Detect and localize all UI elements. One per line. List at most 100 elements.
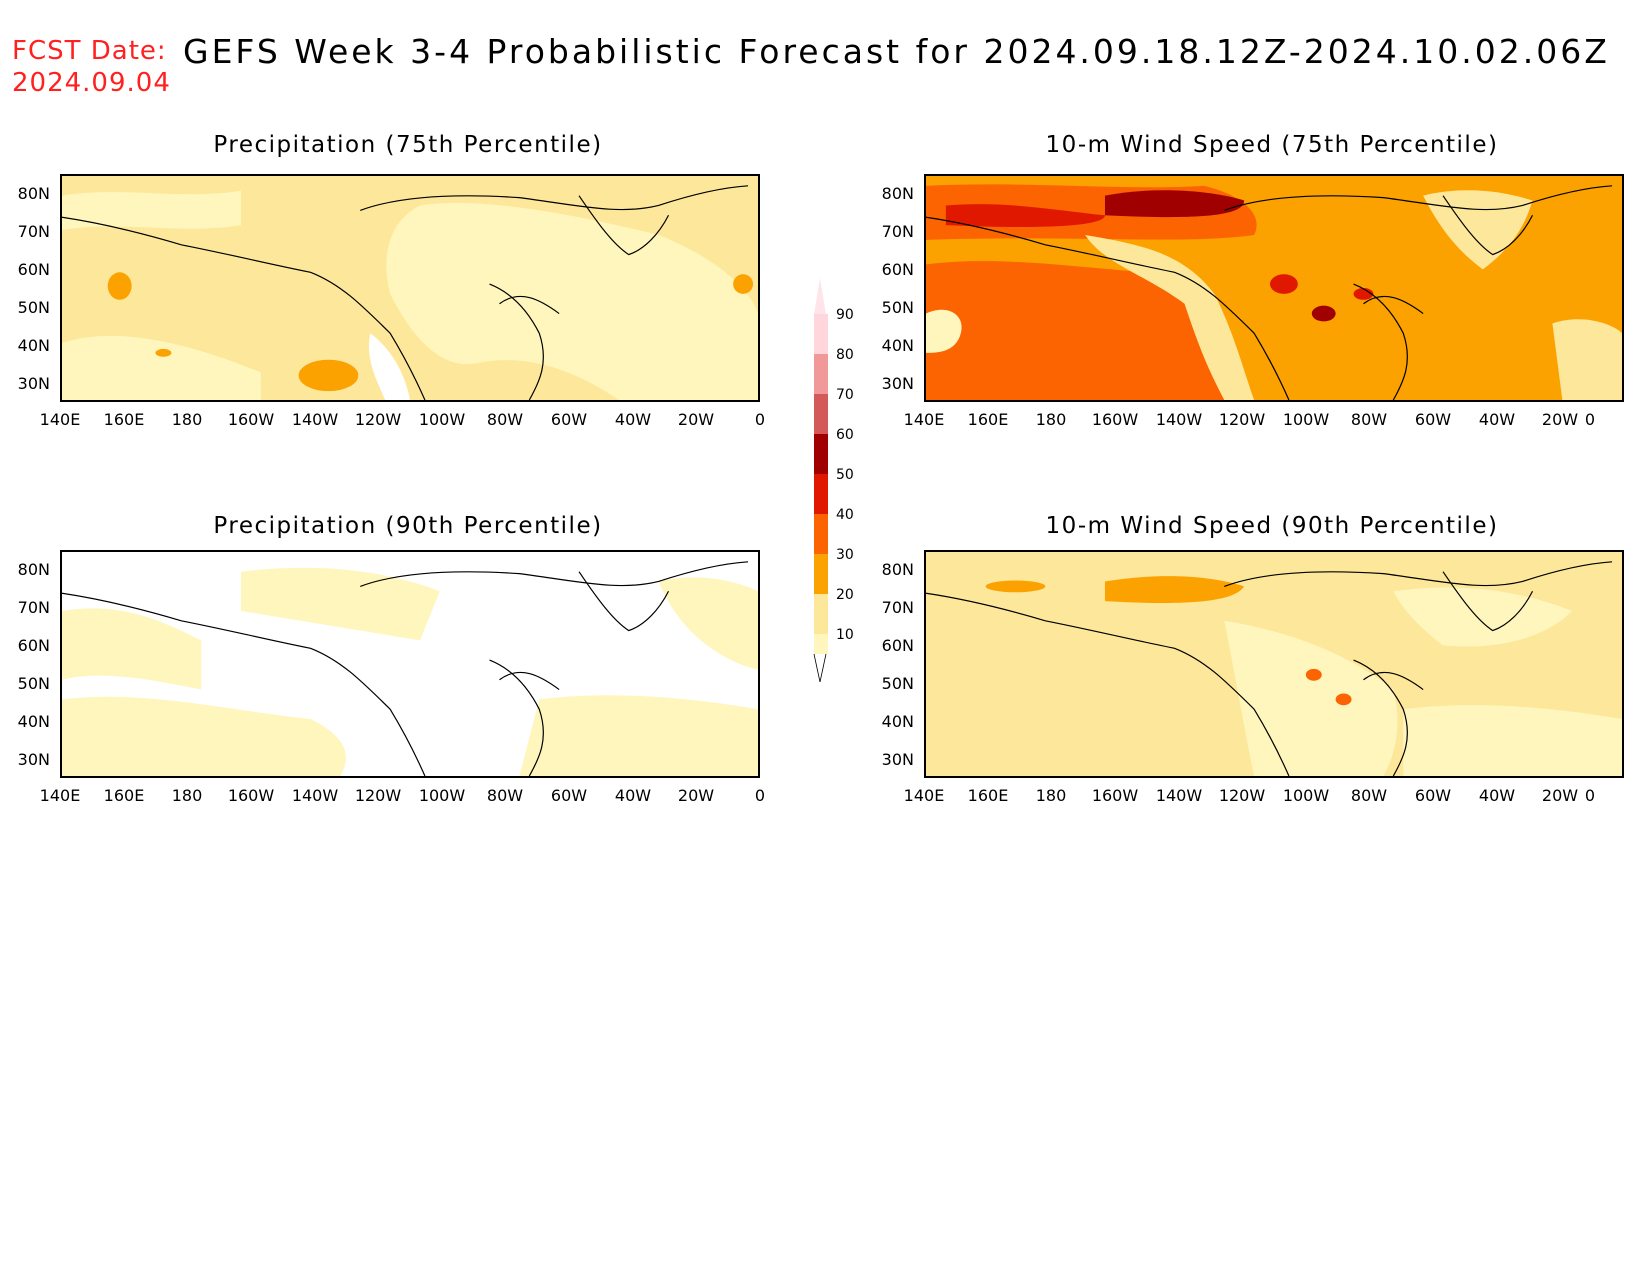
colorbar-swatch-60 <box>814 434 828 474</box>
lat-label: 80N <box>881 560 914 579</box>
colorbar-swatch-90 <box>814 314 828 354</box>
lat-label: 70N <box>881 222 914 241</box>
wind-75-light-region <box>1085 234 1255 400</box>
wind-90-light-region <box>1393 587 1573 647</box>
wind-90-orange-spot <box>1305 668 1322 681</box>
wind-75-red-spot <box>1353 288 1374 300</box>
lon-label: 160W <box>227 410 275 429</box>
colorbar-swatch-50 <box>814 474 828 514</box>
wind-75-light-region <box>926 309 962 353</box>
coastline <box>1363 671 1424 691</box>
map-wind-75-field <box>926 176 1622 400</box>
page-title: GEFS Week 3-4 Probabilistic Forecast for… <box>183 32 1610 71</box>
lon-label: 120W <box>1218 786 1266 805</box>
precip-90-light-region <box>62 608 202 690</box>
precip-75-orange-spot <box>107 272 132 300</box>
lon-label: 180 <box>171 410 203 429</box>
lat-label: 40N <box>17 712 50 731</box>
precip-75-light-region <box>62 190 241 231</box>
lat-label: 40N <box>17 336 50 355</box>
lat-label: 30N <box>881 374 914 393</box>
lat-label: 80N <box>881 184 914 203</box>
colorbar-label-10: 10 <box>836 627 854 643</box>
lon-label: 160E <box>103 786 145 805</box>
lon-label: 40W <box>1478 786 1516 805</box>
precip-90-light-region <box>240 567 440 641</box>
lat-label: 40N <box>881 336 914 355</box>
wind-75-dark-core <box>1104 190 1245 218</box>
wind-90-orange-band <box>1104 576 1245 603</box>
lon-label: 100W <box>418 410 466 429</box>
lon-label: 180 <box>171 786 203 805</box>
map-wind-75 <box>924 174 1624 402</box>
coastline <box>62 592 426 776</box>
colorbar-top-triangle <box>814 278 826 314</box>
lon-label: 140E <box>903 786 945 805</box>
lon-label: 100W <box>1282 410 1330 429</box>
coastline <box>62 216 426 400</box>
coastline <box>360 561 749 587</box>
lon-label: 60W <box>550 410 588 429</box>
wind-75-red-spot <box>1270 274 1298 294</box>
panel-title-wind-75: 10-m Wind Speed (75th Percentile) <box>1045 132 1499 158</box>
lon-label: 140W <box>291 410 339 429</box>
precip-75-orange-spot <box>733 274 754 294</box>
colorbar-swatch-80 <box>814 354 828 394</box>
forecast-date-value: 2024.09.04 <box>12 68 171 98</box>
coastline <box>926 592 1290 776</box>
wind-75-red-spot <box>1311 305 1336 322</box>
lon-label: 120W <box>1218 410 1266 429</box>
panel-title-precip-75: Precipitation (75th Percentile) <box>213 132 603 158</box>
lon-label: 160W <box>1091 410 1139 429</box>
colorbar-label-40: 40 <box>836 507 854 523</box>
lat-label: 30N <box>881 750 914 769</box>
lon-label: 20W <box>677 786 715 805</box>
coastline <box>1442 571 1534 632</box>
colorbar-label-80: 80 <box>836 347 854 363</box>
coastline <box>1224 561 1613 587</box>
wind-75-red-band <box>945 204 1105 228</box>
lon-label: 120W <box>354 786 402 805</box>
wind-75-light-region <box>1552 319 1622 400</box>
colorbar-label-90: 90 <box>836 307 854 323</box>
lon-label: 20W <box>677 410 715 429</box>
coastline <box>1353 659 1408 776</box>
colorbar-swatch-40 <box>814 514 828 554</box>
map-wind-90-field <box>926 552 1622 776</box>
lat-label: 60N <box>17 636 50 655</box>
lon-label: 140E <box>39 786 81 805</box>
lon-label: 0 <box>754 786 766 805</box>
colorbar-label-70: 70 <box>836 387 854 403</box>
lon-label: 100W <box>1282 786 1330 805</box>
lon-label: 40W <box>614 786 652 805</box>
coastline <box>1353 283 1408 400</box>
forecast-date-label: FCST Date: <box>12 36 167 66</box>
lon-label: 160E <box>103 410 145 429</box>
lat-label: 60N <box>881 260 914 279</box>
map-precip-90-field <box>62 552 758 776</box>
lon-label: 140W <box>1155 410 1203 429</box>
panel-title-precip-90: Precipitation (90th Percentile) <box>213 513 603 539</box>
coastline <box>1442 195 1534 256</box>
colorbar-label-30: 30 <box>836 547 854 563</box>
coastline <box>1363 295 1424 315</box>
lon-label: 180 <box>1035 786 1067 805</box>
lon-label: 100W <box>418 786 466 805</box>
lon-label: 180 <box>1035 410 1067 429</box>
colorbar-swatch-30 <box>814 554 828 594</box>
lon-label: 80W <box>486 786 524 805</box>
precip-75-orange-spot <box>298 359 359 392</box>
lon-label: 60W <box>1414 786 1452 805</box>
precip-75-light-region <box>386 202 758 400</box>
wind-75-strong-region <box>926 261 1225 400</box>
lat-label: 50N <box>17 674 50 693</box>
lon-label: 140W <box>291 786 339 805</box>
colorbar-swatch-20 <box>814 594 828 634</box>
colorbar-label-50: 50 <box>836 467 854 483</box>
lon-label: 80W <box>1350 786 1388 805</box>
panel-title-wind-90: 10-m Wind Speed (90th Percentile) <box>1045 513 1499 539</box>
coastline <box>499 671 560 691</box>
lon-label: 80W <box>1350 410 1388 429</box>
lat-label: 60N <box>881 636 914 655</box>
precip-90-light-region <box>658 577 758 670</box>
